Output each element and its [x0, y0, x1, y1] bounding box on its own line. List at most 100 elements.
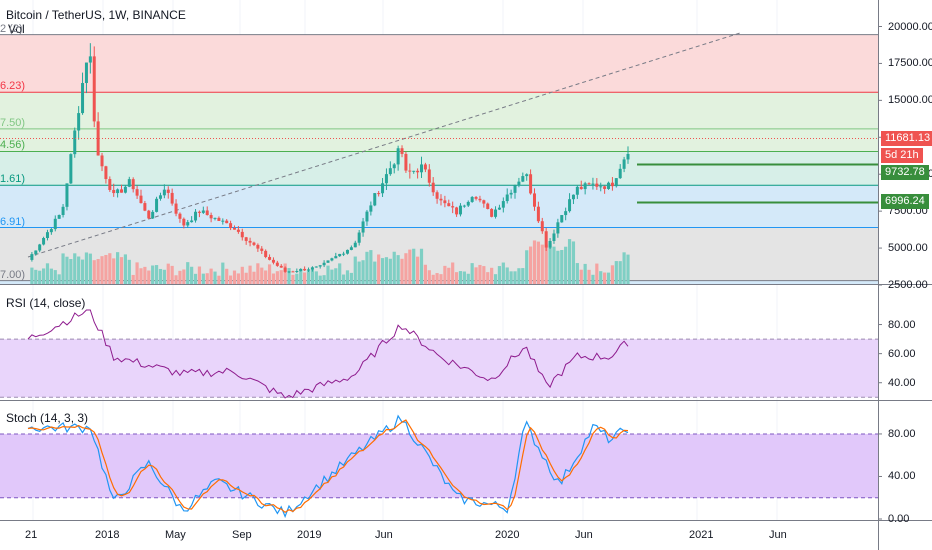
- candle: [264, 250, 268, 257]
- candle: [529, 174, 533, 194]
- volume-bar: [599, 271, 603, 284]
- price-tick-label: 15000.00: [888, 94, 932, 107]
- volume-bar: [606, 272, 611, 284]
- candle: [345, 249, 349, 254]
- candle: [209, 215, 213, 219]
- candle: [603, 186, 607, 189]
- volume-bar: [88, 253, 92, 284]
- candle: [552, 233, 556, 241]
- fib-level-label-0: 2 (2): [0, 22, 23, 35]
- volume-bar: [392, 251, 396, 284]
- candle: [194, 211, 198, 221]
- candle: [571, 194, 575, 200]
- candle: [49, 229, 53, 233]
- candle: [622, 159, 626, 169]
- candle: [396, 148, 400, 165]
- candle: [151, 211, 155, 219]
- volume-bar: [139, 268, 143, 284]
- candle: [178, 213, 182, 219]
- candle: [38, 244, 42, 251]
- volume-bar: [154, 265, 159, 284]
- time-tick-label: 2021: [689, 529, 714, 541]
- volume-bar: [435, 273, 439, 284]
- rsi-title: RSI (14, close): [6, 296, 86, 310]
- volume-bar: [244, 272, 248, 284]
- time-tick-label: 21: [25, 529, 38, 541]
- volume-bar: [384, 257, 389, 284]
- candle: [501, 201, 505, 208]
- candle: [221, 220, 225, 222]
- volume-bar: [322, 275, 326, 284]
- volume-bar: [618, 261, 622, 284]
- volume-bar: [439, 274, 443, 284]
- fib-level-label-4: 1.61): [0, 173, 26, 186]
- candle: [268, 256, 272, 260]
- volume-bar: [466, 273, 470, 284]
- fib-band-3: [0, 151, 878, 186]
- volume-bar: [318, 275, 322, 284]
- volume-bar: [80, 259, 85, 284]
- candle: [244, 237, 248, 241]
- candle: [143, 203, 147, 211]
- candle: [373, 193, 377, 206]
- candle: [486, 203, 490, 209]
- candle: [497, 207, 501, 210]
- candle: [322, 262, 326, 266]
- candle: [384, 174, 388, 184]
- time-tick-label: Jun: [575, 529, 593, 541]
- candle: [34, 250, 38, 255]
- candle: [65, 183, 69, 207]
- volume-bar: [69, 259, 73, 284]
- candle: [166, 189, 170, 193]
- volume-bar: [267, 264, 272, 284]
- candle: [381, 183, 385, 194]
- volume-bar: [271, 273, 276, 284]
- volume-bar: [100, 256, 104, 284]
- volume-bar: [377, 254, 381, 284]
- volume-bar: [232, 270, 237, 284]
- candle: [84, 62, 88, 84]
- fib-band-6: [0, 280, 878, 284]
- candle: [490, 208, 494, 217]
- level-tag-1: 9732.78: [881, 165, 929, 180]
- volume-bar: [240, 266, 244, 284]
- price-tick-label: 17500.00: [888, 57, 932, 70]
- volume-bar: [65, 256, 69, 284]
- candle: [575, 186, 579, 195]
- volume-bar: [252, 271, 256, 284]
- fib-band-5: [0, 227, 878, 281]
- volume-bar: [451, 262, 455, 284]
- volume-bar: [380, 258, 385, 284]
- volume-bar: [182, 269, 186, 284]
- volume-bar: [73, 253, 77, 284]
- rsi-band: [0, 339, 878, 398]
- volume-bar: [283, 263, 287, 284]
- volume-bar: [143, 266, 147, 284]
- volume-bar: [228, 275, 233, 284]
- volume-bar: [260, 267, 264, 284]
- candle: [447, 203, 451, 207]
- rsi-line: [27, 309, 629, 399]
- volume-bar: [490, 267, 494, 284]
- current-price-tag: 11681.13: [881, 131, 932, 146]
- fib-level-label-3: 4.56): [0, 139, 26, 152]
- volume-bar: [310, 268, 315, 284]
- candle: [494, 209, 498, 217]
- candle: [568, 199, 572, 212]
- candle: [104, 166, 108, 180]
- volume-bar: [221, 262, 225, 284]
- candle: [229, 223, 233, 229]
- volume-bar: [30, 267, 34, 284]
- volume-bar: [53, 270, 57, 284]
- candle: [536, 206, 540, 222]
- volume-bar: [193, 273, 198, 284]
- candle: [256, 244, 260, 249]
- volume-bar: [353, 256, 357, 284]
- candle: [271, 259, 275, 263]
- candle: [369, 205, 373, 212]
- candle: [73, 130, 77, 155]
- candle: [556, 222, 560, 234]
- candle: [579, 186, 583, 190]
- volume-bar: [279, 270, 283, 284]
